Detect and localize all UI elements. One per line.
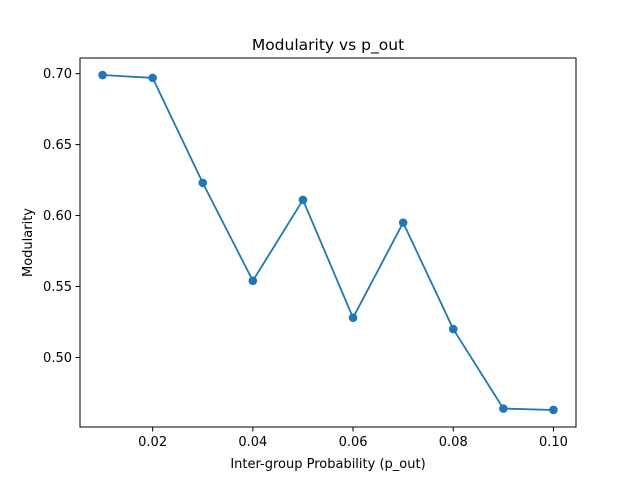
series-layer bbox=[98, 70, 558, 415]
x-tick-label: 0.10 bbox=[539, 435, 568, 450]
data-point bbox=[98, 70, 107, 80]
y-axis-label: Modularity bbox=[21, 208, 36, 277]
data-point bbox=[248, 276, 258, 286]
data-point bbox=[448, 324, 458, 334]
y-tick-label: 0.55 bbox=[43, 280, 72, 295]
x-axis-label: Inter-group Probability (p_out) bbox=[230, 457, 425, 472]
data-point bbox=[148, 73, 157, 83]
y-axis-ticks: 0.50 0.55 0.60 0.65 0.70 bbox=[43, 67, 80, 366]
data-point bbox=[198, 178, 208, 188]
y-tick-label: 0.60 bbox=[43, 209, 72, 224]
x-tick-label: 0.02 bbox=[138, 435, 167, 450]
x-axis-ticks: 0.02 0.04 0.06 0.08 0.10 bbox=[138, 427, 568, 450]
plot-frame bbox=[79, 57, 577, 428]
x-tick-label: 0.06 bbox=[339, 435, 368, 450]
data-point bbox=[398, 218, 408, 227]
chart-title: Modularity vs p_out bbox=[252, 36, 404, 55]
data-point bbox=[549, 405, 558, 415]
y-tick-label: 0.50 bbox=[43, 351, 72, 366]
y-tick-label: 0.65 bbox=[43, 138, 72, 153]
series-line bbox=[102, 74, 554, 411]
data-point bbox=[499, 404, 508, 413]
x-tick-label: 0.08 bbox=[439, 435, 468, 450]
data-point bbox=[348, 313, 358, 323]
data-point bbox=[298, 195, 308, 205]
x-tick-label: 0.04 bbox=[238, 435, 267, 450]
y-tick-label: 0.70 bbox=[43, 67, 72, 82]
